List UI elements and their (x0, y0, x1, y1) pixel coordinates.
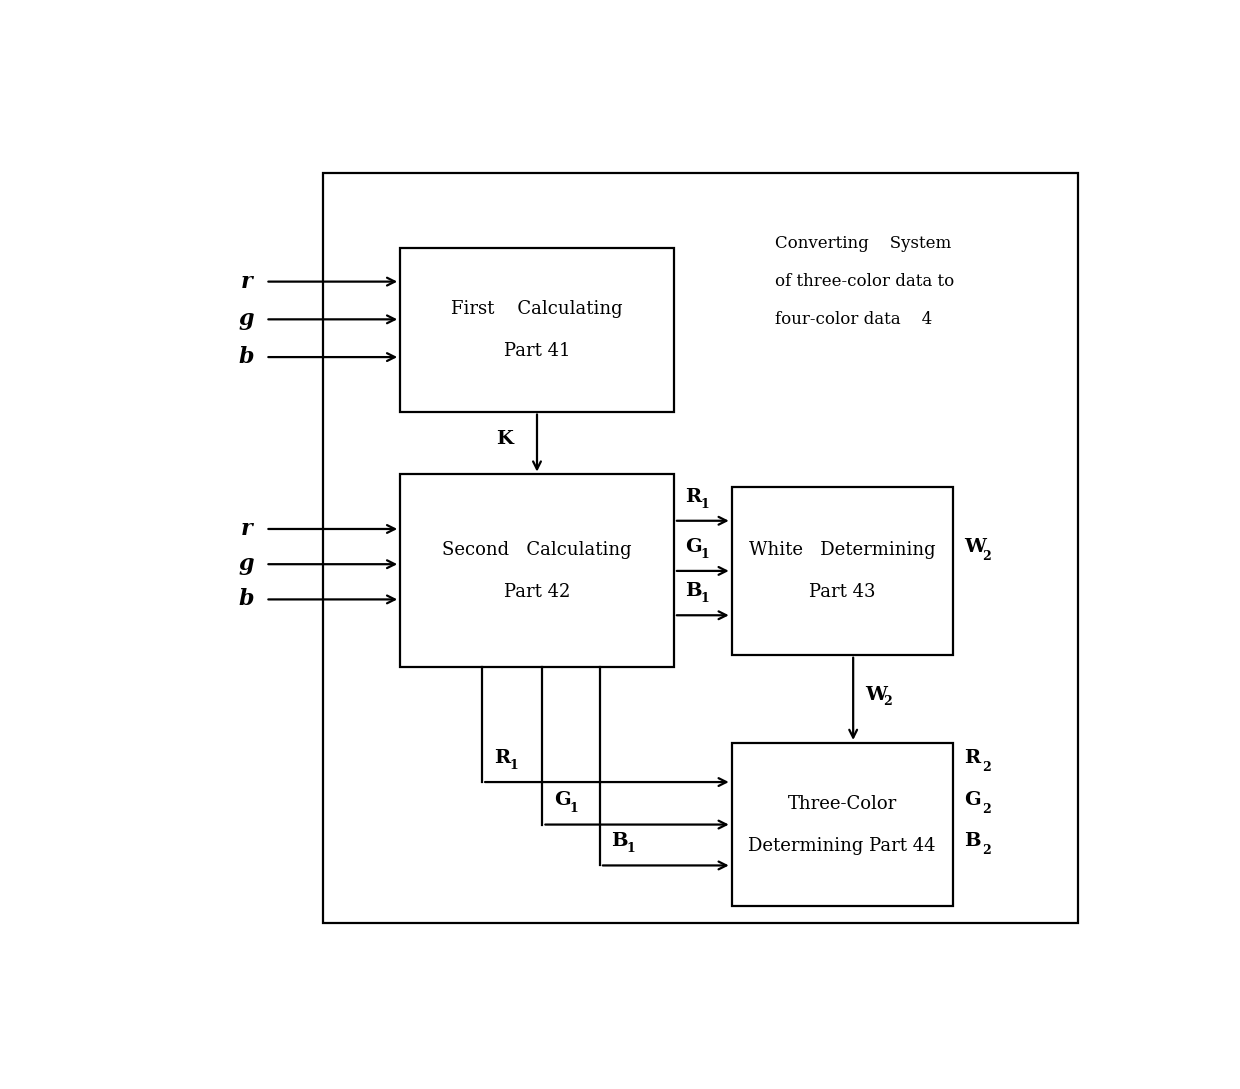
Text: 1: 1 (701, 548, 709, 561)
Text: 2: 2 (982, 550, 991, 563)
Text: r: r (241, 270, 252, 293)
Text: G: G (686, 538, 702, 555)
Text: Second   Calculating: Second Calculating (443, 541, 632, 559)
Bar (324, 172, 1078, 923)
Text: 1: 1 (569, 802, 578, 815)
Text: Converting    System: Converting System (775, 235, 951, 253)
Text: four-color data    4: four-color data 4 (775, 311, 932, 328)
Text: B: B (611, 832, 629, 851)
Text: R: R (686, 488, 702, 505)
Text: 2: 2 (982, 804, 991, 816)
Text: 2: 2 (982, 844, 991, 857)
Text: 1: 1 (701, 498, 709, 511)
Text: R: R (494, 749, 510, 767)
Text: B: B (686, 583, 702, 600)
Text: Three-Color: Three-Color (787, 795, 897, 812)
Text: 1: 1 (510, 759, 518, 772)
Text: of three-color data to: of three-color data to (775, 273, 954, 291)
Text: 2: 2 (883, 695, 892, 708)
Text: b: b (238, 588, 254, 611)
Text: K: K (496, 430, 513, 448)
Text: R: R (965, 749, 981, 767)
Text: W: W (965, 538, 986, 555)
Bar (732, 487, 952, 654)
Text: b: b (238, 346, 254, 368)
Text: 1: 1 (627, 843, 636, 855)
Text: Part 43: Part 43 (808, 583, 875, 601)
Text: B: B (965, 832, 981, 851)
Bar (732, 743, 952, 906)
Text: G: G (965, 792, 981, 809)
Text: 1: 1 (701, 592, 709, 605)
Text: White   Determining: White Determining (749, 541, 935, 559)
Text: g: g (238, 553, 254, 575)
Text: W: W (864, 686, 887, 703)
Text: 2: 2 (982, 760, 991, 773)
Text: Part 41: Part 41 (503, 342, 570, 359)
Text: First    Calculating: First Calculating (451, 299, 622, 318)
Bar (401, 475, 675, 668)
Text: r: r (241, 518, 252, 540)
Text: g: g (238, 308, 254, 330)
Bar (401, 248, 675, 412)
Text: Part 42: Part 42 (503, 583, 570, 601)
Text: Determining Part 44: Determining Part 44 (749, 836, 936, 855)
Text: G: G (554, 792, 570, 809)
